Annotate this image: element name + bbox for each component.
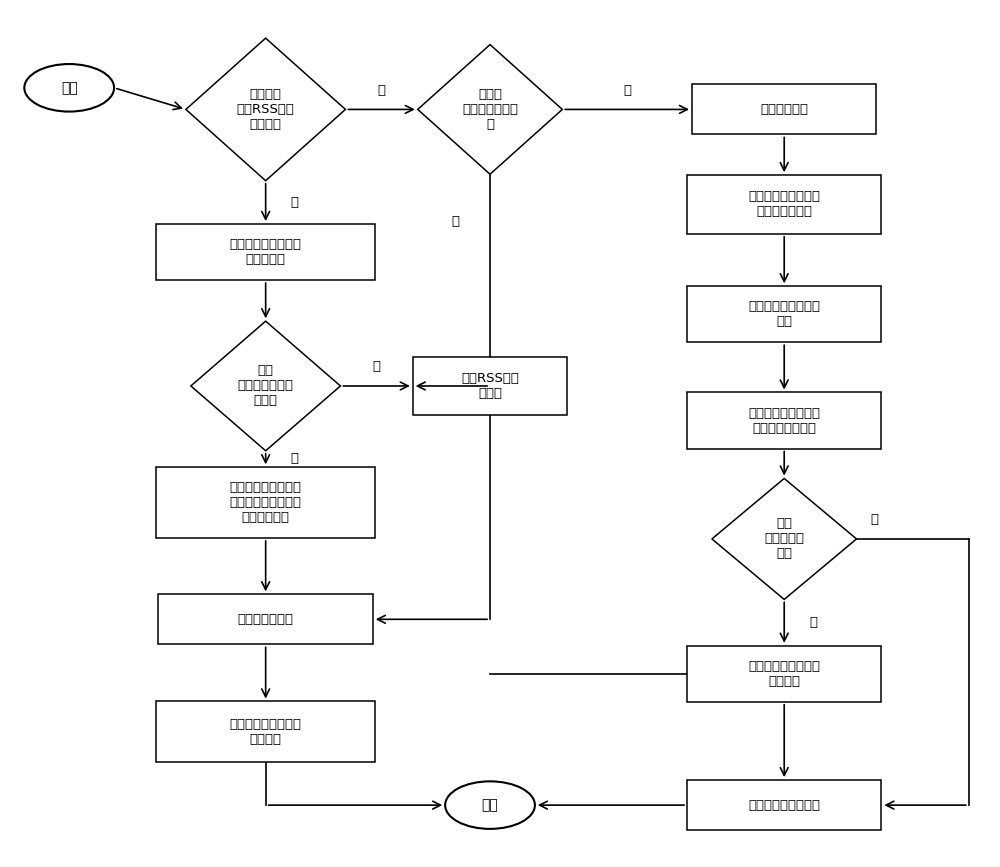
Polygon shape: [418, 44, 562, 174]
Text: 计算切换后网络性能
收益: 计算切换后网络性能 收益: [748, 300, 820, 329]
FancyBboxPatch shape: [156, 467, 375, 538]
Polygon shape: [712, 479, 857, 599]
Text: 是: 是: [623, 84, 631, 97]
Text: 结束: 结束: [482, 799, 498, 812]
FancyBboxPatch shape: [687, 286, 881, 342]
Text: 选择RSS最大
的网络: 选择RSS最大 的网络: [461, 372, 519, 400]
Text: 切换到候选网络中满
足终端需求且覆盖半
径最大的网络: 切换到候选网络中满 足终端需求且覆盖半 径最大的网络: [230, 481, 302, 525]
Polygon shape: [186, 38, 345, 180]
FancyBboxPatch shape: [687, 393, 881, 448]
Text: 是否
有满足终端需求
的网络: 是否 有满足终端需求 的网络: [238, 364, 294, 407]
Text: 切换等级评估算法获
取需求切换因子: 切换等级评估算法获 取需求切换因子: [748, 191, 820, 218]
FancyBboxPatch shape: [156, 701, 375, 762]
FancyBboxPatch shape: [156, 224, 375, 280]
Ellipse shape: [445, 781, 535, 829]
FancyBboxPatch shape: [687, 646, 881, 702]
FancyBboxPatch shape: [158, 594, 373, 644]
Text: 标记未被接入的网络: 标记未被接入的网络: [748, 799, 820, 812]
Text: 标记候选集中未被标
记的网络: 标记候选集中未被标 记的网络: [230, 718, 302, 746]
Text: 否: 否: [451, 215, 459, 228]
Text: 是否进
入新的网络范围
内: 是否进 入新的网络范围 内: [462, 88, 518, 131]
Text: 否: 否: [373, 361, 381, 374]
Text: 切入目标网络并标记
当前网络: 切入目标网络并标记 当前网络: [748, 660, 820, 688]
FancyBboxPatch shape: [413, 356, 567, 415]
Text: 是: 是: [291, 196, 299, 209]
Text: 输出
值是否大于
阈值: 输出 值是否大于 阈值: [764, 518, 804, 560]
Text: 是: 是: [809, 616, 817, 629]
Text: 切换因子和性能收益
作为模糊逻辑输入: 切换因子和性能收益 作为模糊逻辑输入: [748, 407, 820, 434]
Text: 获取终端范围内有效
的网络信息: 获取终端范围内有效 的网络信息: [230, 238, 302, 266]
Ellipse shape: [24, 64, 114, 112]
FancyBboxPatch shape: [687, 175, 881, 234]
Text: 检测当前
网络RSS是否
小于阈值: 检测当前 网络RSS是否 小于阈值: [237, 88, 295, 131]
Text: 否: 否: [870, 513, 878, 526]
Text: 否: 否: [378, 84, 386, 97]
Text: 开始: 开始: [61, 81, 78, 95]
FancyBboxPatch shape: [692, 84, 876, 134]
Polygon shape: [191, 321, 340, 451]
Text: 切换到目标网络: 切换到目标网络: [238, 613, 294, 626]
FancyBboxPatch shape: [687, 780, 881, 831]
Text: 是: 是: [291, 453, 299, 466]
Text: 获取网络参数: 获取网络参数: [760, 103, 808, 116]
